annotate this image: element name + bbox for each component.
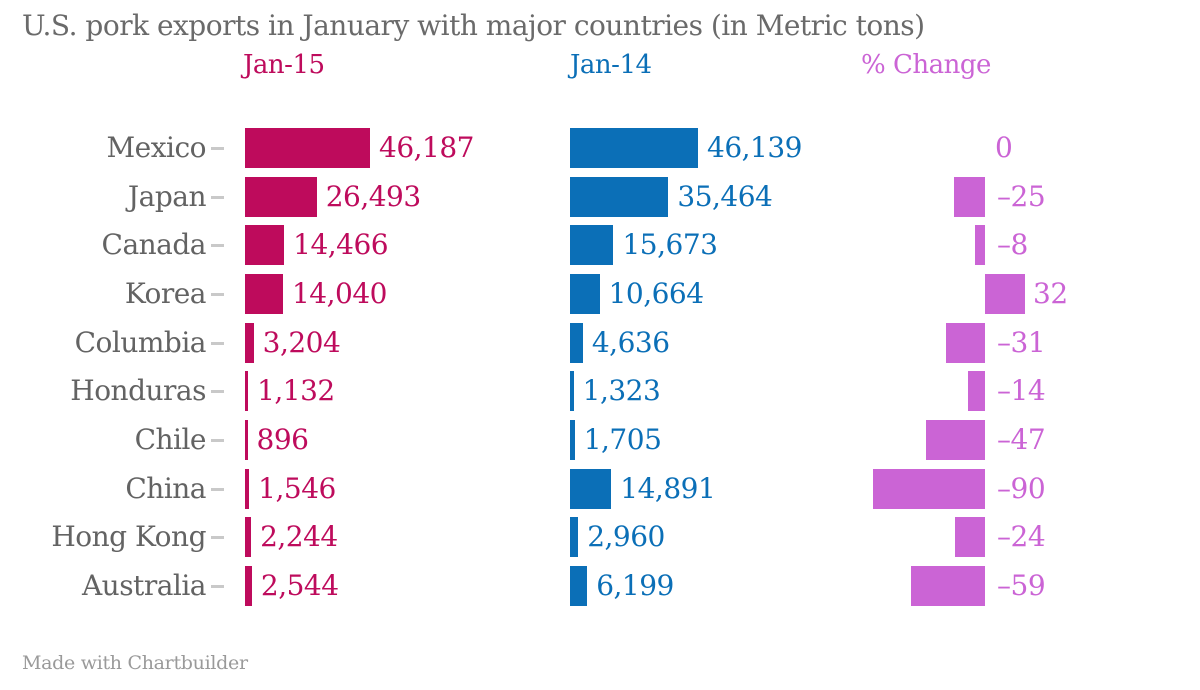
category-label: Korea bbox=[124, 277, 207, 310]
bar-jan14 bbox=[570, 128, 698, 168]
bar-jan14 bbox=[570, 371, 574, 411]
category-label: Honduras bbox=[70, 374, 206, 407]
bar-jan15 bbox=[245, 225, 285, 265]
category-label: Canada bbox=[101, 228, 207, 261]
value-label-jan15: 2,544 bbox=[260, 569, 339, 602]
value-label-jan14: 15,673 bbox=[622, 228, 718, 261]
axis-tick bbox=[211, 390, 224, 393]
bar-jan14 bbox=[570, 323, 583, 363]
bar-pct-change bbox=[985, 274, 1025, 314]
value-label-jan14: 35,464 bbox=[677, 180, 773, 213]
value-label-pct-change: –47 bbox=[997, 423, 1046, 456]
category-label: Hong Kong bbox=[51, 520, 206, 553]
value-label-jan15: 1,546 bbox=[258, 472, 336, 505]
value-label-jan15: 3,204 bbox=[262, 326, 341, 359]
category-label: Columbia bbox=[74, 326, 207, 359]
bar-pct-change bbox=[872, 469, 985, 509]
series-header-pct-change: % Change bbox=[861, 50, 991, 80]
bar-jan15 bbox=[245, 128, 370, 168]
value-label-jan14: 10,664 bbox=[608, 277, 704, 310]
value-label-pct-change: –25 bbox=[997, 180, 1046, 213]
category-label: China bbox=[125, 472, 206, 505]
axis-tick bbox=[211, 244, 224, 247]
value-label-jan14: 6,199 bbox=[596, 569, 674, 602]
bar-pct-change bbox=[911, 566, 985, 606]
bar-jan14 bbox=[570, 225, 614, 265]
axis-tick bbox=[211, 585, 224, 588]
value-label-jan15: 2,244 bbox=[260, 520, 338, 553]
bar-jan15 bbox=[245, 469, 250, 509]
bar-pct-change bbox=[946, 323, 985, 363]
series-header-jan-14: Jan-14 bbox=[570, 50, 652, 80]
axis-tick bbox=[211, 439, 224, 442]
bar-pct-change bbox=[975, 225, 985, 265]
bar-jan14 bbox=[570, 420, 575, 460]
value-label-jan14: 46,139 bbox=[707, 131, 802, 164]
bar-jan14 bbox=[570, 566, 588, 606]
bar-pct-change bbox=[953, 177, 985, 217]
bar-pct-change bbox=[967, 371, 985, 411]
series-header-jan-15: Jan-15 bbox=[243, 50, 325, 80]
bar-jan14 bbox=[570, 274, 600, 314]
value-label-jan14: 4,636 bbox=[591, 326, 670, 359]
value-label-pct-change: –59 bbox=[997, 569, 1046, 602]
value-label-pct-change: –24 bbox=[997, 520, 1046, 553]
value-label-jan15: 46,187 bbox=[379, 131, 474, 164]
axis-tick bbox=[211, 536, 224, 539]
value-label-jan15: 1,132 bbox=[257, 374, 335, 407]
value-label-pct-change: –14 bbox=[997, 374, 1046, 407]
credit-line: Made with Chartbuilder bbox=[22, 652, 248, 674]
bar-jan15 bbox=[245, 566, 252, 606]
bar-jan14 bbox=[570, 517, 579, 557]
category-label: Chile bbox=[134, 423, 207, 456]
value-label-pct-change: –31 bbox=[997, 326, 1046, 359]
bar-jan14 bbox=[570, 177, 669, 217]
value-label-jan14: 2,960 bbox=[587, 520, 665, 553]
category-label: Japan bbox=[127, 180, 207, 213]
bar-jan15 bbox=[245, 274, 283, 314]
value-label-jan15: 896 bbox=[256, 423, 309, 456]
value-label-pct-change: 32 bbox=[1033, 277, 1068, 310]
value-label-jan15: 14,040 bbox=[291, 277, 387, 310]
category-label: Mexico bbox=[106, 131, 206, 164]
value-label-pct-change: 0 bbox=[995, 131, 1013, 164]
bar-jan14 bbox=[570, 469, 612, 509]
bar-jan15 bbox=[245, 323, 254, 363]
bar-pct-change bbox=[926, 420, 985, 460]
category-label: Australia bbox=[81, 569, 207, 602]
bar-pct-change bbox=[955, 517, 985, 557]
axis-tick bbox=[211, 147, 224, 150]
value-label-jan15: 14,466 bbox=[293, 228, 389, 261]
axis-tick bbox=[211, 293, 224, 296]
value-label-pct-change: –8 bbox=[997, 228, 1028, 261]
axis-tick bbox=[211, 488, 224, 491]
chart-title: U.S. pork exports in January with major … bbox=[22, 9, 925, 42]
value-label-jan14: 14,891 bbox=[620, 472, 716, 505]
axis-tick bbox=[211, 342, 224, 345]
value-label-jan14: 1,323 bbox=[582, 374, 661, 407]
bar-jan15 bbox=[245, 371, 249, 411]
value-label-pct-change: –90 bbox=[997, 472, 1046, 505]
bar-jan15 bbox=[245, 420, 248, 460]
value-label-jan14: 1,705 bbox=[583, 423, 662, 456]
bar-jan15 bbox=[245, 517, 252, 557]
axis-tick bbox=[211, 196, 224, 199]
value-label-jan15: 26,493 bbox=[325, 180, 421, 213]
bar-jan15 bbox=[245, 177, 317, 217]
